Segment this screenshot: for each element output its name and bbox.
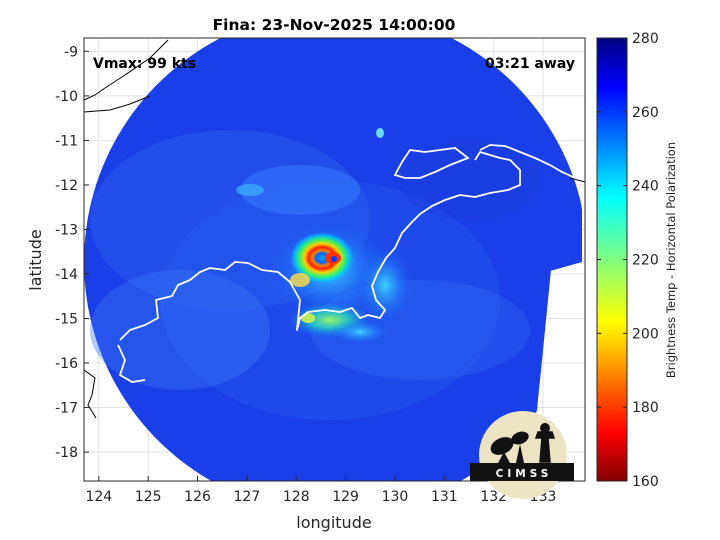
x-axis-label: longitude [296,513,371,532]
convection-cell [290,273,310,287]
logo-disc [479,411,567,499]
colorbar-tick-label: 160 [632,474,659,490]
x-tick-label: 128 [283,489,310,505]
chart-title: Fina: 23-Nov-2025 14:00:00 [213,16,456,34]
colorbar-ticks: 280 260 240 220 200 180 160 [597,31,659,490]
y-tick-label: -15 [55,311,78,327]
cimss-logo: CIMSS [470,411,574,499]
x-tick-label: 127 [234,489,261,505]
colorbar [596,37,628,482]
colorbar-tick-label: 200 [632,326,659,342]
x-tick-label: 130 [382,489,409,505]
colorbar-tick-label: 180 [632,400,659,416]
y-tick-label: -14 [55,267,78,283]
x-tick-label: 125 [135,489,162,505]
y-tick-label: -10 [55,89,78,105]
island-coastline [393,147,470,179]
y-tick-label: -17 [55,401,78,417]
y-tick-label: -9 [64,44,78,60]
time-away-annotation: 03:21 away [485,56,575,72]
colorbar-tick-label: 220 [632,253,659,269]
antenna-mounts-icon [498,444,524,463]
vmax-annotation: Vmax: 99 kts [93,56,196,72]
y-tick-label: -12 [55,178,78,194]
colorbar-label: Brightness Temp - Horizontal Polarizatio… [664,142,678,378]
convection-cell [236,184,264,196]
axes-box [83,37,586,482]
convection-cell [301,313,315,323]
colorbar-tick-label: 280 [632,31,659,47]
logo-text: CIMSS [496,468,553,480]
x-tick-label: 129 [332,489,359,505]
x-tick-label: 126 [184,489,211,505]
storm-eye [331,256,337,262]
convection-cell [376,128,384,138]
y-tick-label: -11 [55,133,78,149]
water-tower-top-icon [540,423,550,433]
dish-antenna-icon [490,437,514,455]
x-tick-label: 131 [431,489,458,505]
y-tick-label: -18 [55,445,78,461]
y-tick-label: -16 [55,356,78,372]
y-axis-ticks: -9 -10 -11 -12 -13 -14 -15 -16 -17 -18 [55,44,89,461]
logo-bar [470,463,574,481]
coastline-main [119,151,521,341]
dish-antenna-small-icon [511,431,529,445]
x-tick-label: 124 [85,489,112,505]
x-tick-label: 132 [480,489,507,505]
coastline-outside-west [84,95,151,113]
coastline-outside-north-west [84,39,169,101]
colorbar-tick-label: 240 [632,179,659,195]
swath-band [90,270,270,390]
colorbar-tick-label: 260 [632,105,659,121]
swath-image [84,38,585,481]
x-axis-ticks: 124 125 126 127 128 129 130 131 132 133 [85,476,556,505]
y-axis-label: latitude [26,229,45,290]
rainband-south-east [330,320,390,344]
coastline-west [117,344,146,383]
swath-band [240,165,360,215]
coastline-outside-east [569,177,585,183]
rainband-east [357,247,413,323]
y-tick-label: -13 [55,222,78,238]
eyewall [290,232,354,284]
storm-core [236,128,413,344]
coastline-north-east [479,144,585,181]
swath-band [400,140,540,220]
coastline-outside-south-west [84,369,97,419]
coastline [84,39,585,419]
